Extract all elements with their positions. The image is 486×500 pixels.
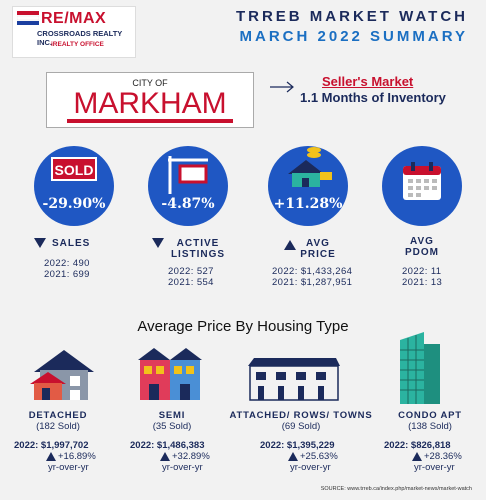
remax-balloon-icon <box>17 11 39 25</box>
logo-brand: RE/MAX <box>41 10 107 27</box>
detached-note: yr-over-yr <box>48 462 89 473</box>
listings-2021: 2021: 554 <box>168 277 214 288</box>
pdom-label-a: AVG <box>410 236 434 247</box>
townhouse-label: ATTACHED/ ROWS/ TOWNS <box>229 410 373 421</box>
up-arrow-icon <box>412 452 422 461</box>
price-change: +11.28% <box>273 196 343 212</box>
pdom-label-b: PDOM <box>405 247 439 258</box>
sales-2021: 2021: 699 <box>44 269 90 280</box>
up-arrow-icon <box>46 452 56 461</box>
townhouse-change: +25.63% <box>300 451 338 462</box>
semi-price: 2022: $1,486,383 <box>130 440 205 451</box>
condo-label: CONDO APT <box>398 410 462 421</box>
price-label-b: PRICE <box>300 249 336 260</box>
pdom-2021: 2021: 13 <box>402 277 443 288</box>
header-subtitle: MARCH 2022 SUMMARY <box>239 28 468 45</box>
condo-note: yr-over-yr <box>414 462 455 473</box>
up-arrow-icon <box>288 452 298 461</box>
down-arrow-icon <box>152 238 164 248</box>
market-type: Seller's Market <box>322 74 414 89</box>
up-arrow-icon <box>160 452 170 461</box>
semi-house-icon <box>138 348 202 400</box>
header-title: TRREB MARKET WATCH <box>235 8 468 25</box>
semi-label: SEMI <box>158 410 186 421</box>
city-box: CITY OF MARKHAM <box>46 72 254 128</box>
sold-sign-icon: SOLD <box>51 157 97 181</box>
arrow-right-icon <box>270 81 294 93</box>
listing-sign-icon <box>168 156 208 194</box>
detached-price: 2022: $1,997,702 <box>14 440 89 451</box>
condo-price: 2022: $826,818 <box>384 440 451 451</box>
semi-change: +32.89% <box>172 451 210 462</box>
listings-2022: 2022: 527 <box>168 266 214 277</box>
city-prefix: CITY OF <box>132 78 168 88</box>
price-2021: 2021: $1,287,951 <box>272 277 353 288</box>
sales-change: -29.90% <box>42 196 106 212</box>
townhouse-sold: (69 Sold) <box>281 421 321 432</box>
listings-label-b: LISTINGS <box>170 249 226 260</box>
calendar-icon <box>403 162 441 200</box>
source-note: SOURCE: www.trreb.ca/index.php/market-ne… <box>320 486 472 492</box>
townhouse-note: yr-over-yr <box>290 462 331 473</box>
sales-2022: 2022: 490 <box>44 258 90 269</box>
semi-sold: (35 Sold) <box>152 421 192 432</box>
remax-logo: RE/MAX CROSSROADS REALTY INC. iREALTY OF… <box>12 6 136 58</box>
detached-house-icon <box>30 350 94 400</box>
section-title: Average Price By Housing Type <box>137 318 349 335</box>
listings-label-a: ACTIVE <box>176 238 220 249</box>
semi-note: yr-over-yr <box>162 462 203 473</box>
condo-change: +28.36% <box>424 451 462 462</box>
townhouse-price: 2022: $1,395,229 <box>260 440 335 451</box>
up-arrow-icon <box>284 240 296 250</box>
house-money-icon <box>288 147 332 187</box>
pdom-2022: 2022: 11 <box>402 266 442 277</box>
listings-change: -4.87% <box>161 196 215 212</box>
sales-label: SALES <box>52 238 91 249</box>
condo-building-icon <box>400 332 440 404</box>
price-label-a: AVG <box>306 238 330 249</box>
down-arrow-icon <box>34 238 46 248</box>
detached-label: DETACHED <box>28 410 88 421</box>
logo-tagline: iREALTY OFFICE <box>51 41 104 48</box>
detached-sold: (182 Sold) <box>36 421 80 432</box>
condo-sold: (138 Sold) <box>408 421 452 432</box>
townhouse-icon <box>248 358 340 401</box>
city-name: MARKHAM <box>73 87 227 120</box>
city-underline <box>67 119 233 123</box>
svg-text:SOLD: SOLD <box>55 162 94 178</box>
market-inventory: 1.1 Months of Inventory <box>300 90 446 105</box>
logo-office: CROSSROADS REALTY INC. <box>37 29 123 47</box>
detached-change: +16.89% <box>58 451 96 462</box>
price-2022: 2022: $1,433,264 <box>272 266 353 277</box>
